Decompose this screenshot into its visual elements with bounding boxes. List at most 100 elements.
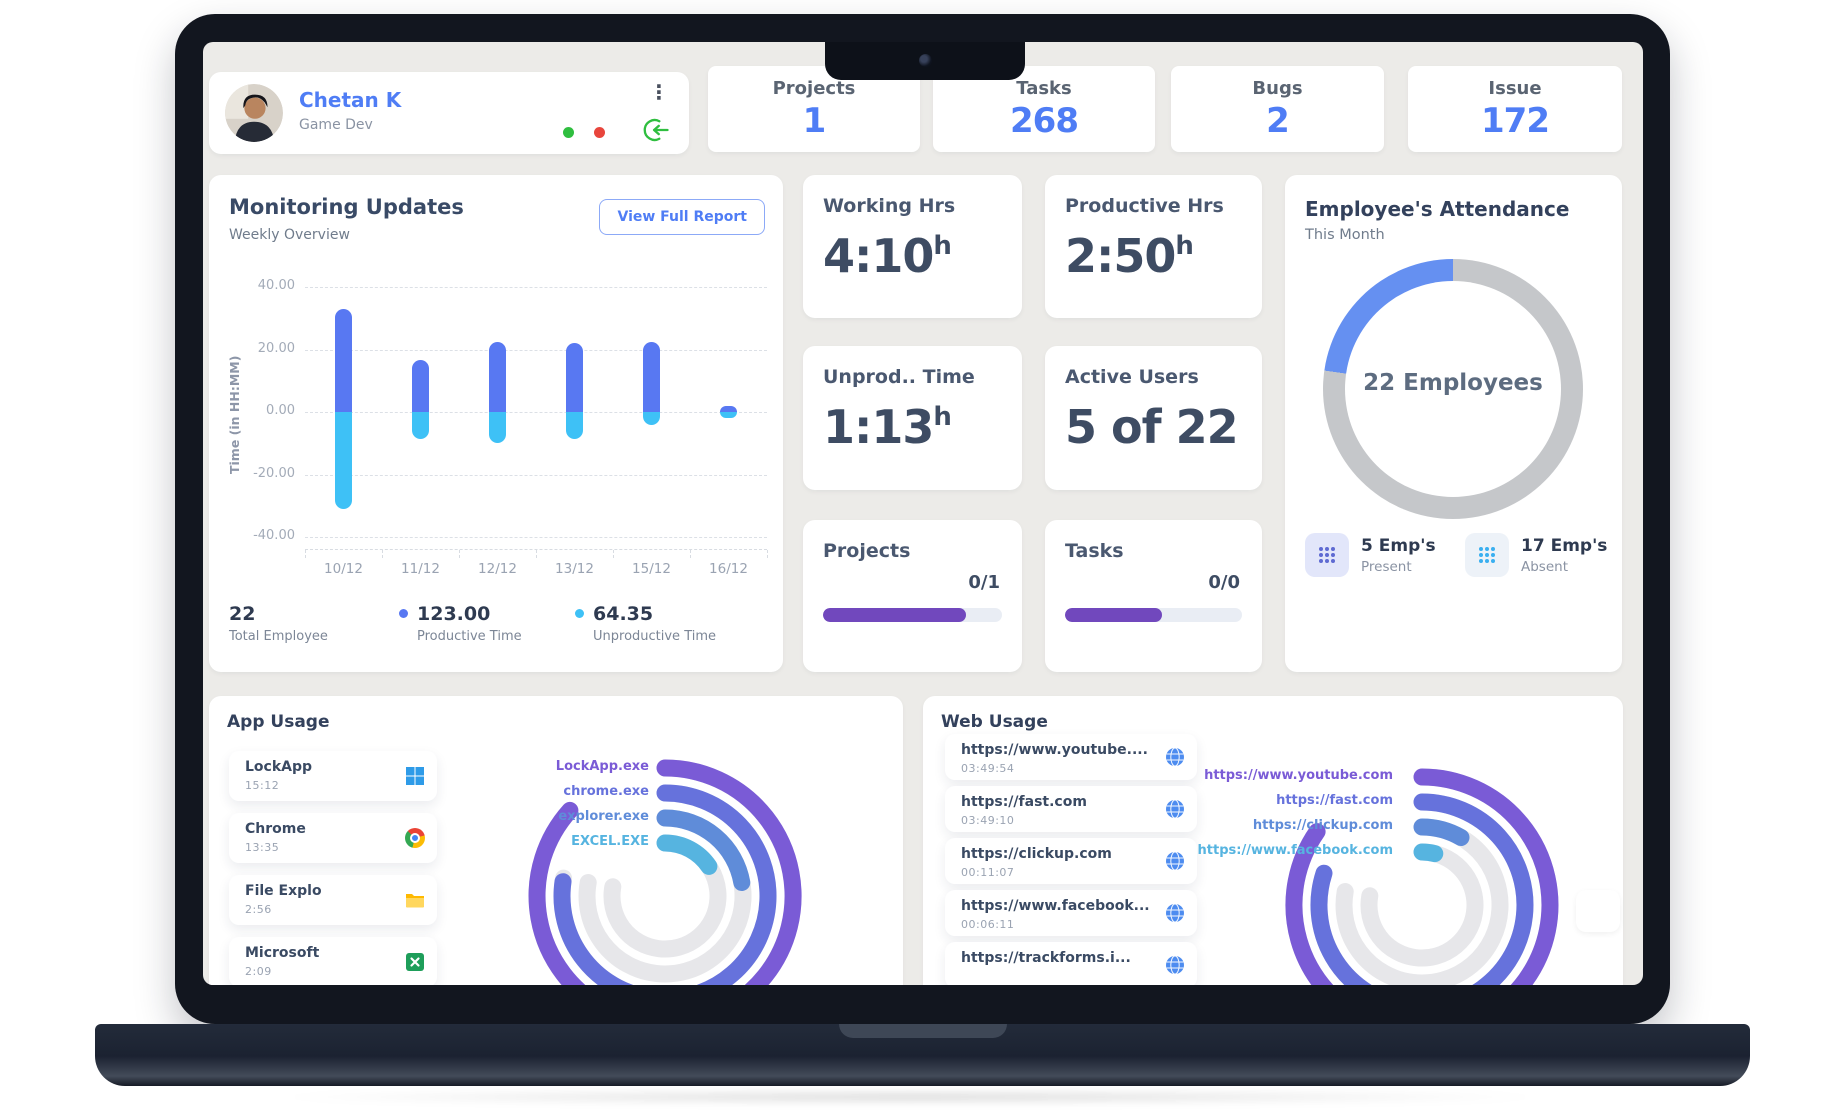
app-usage-title: App Usage [227, 712, 330, 732]
web-usage-title: Web Usage [941, 712, 1048, 732]
web-time: 00:06:11 [961, 918, 1015, 931]
metric-value: 1:13h [823, 400, 952, 454]
summary-item: 22 Total Employee [229, 603, 328, 644]
y-axis-tick: -20.00 [253, 465, 295, 481]
radial-ring-label: https://clickup.com [1252, 818, 1393, 833]
bar-positive-15/12 [643, 341, 660, 412]
present-count: 5 Emp's [1361, 535, 1436, 556]
metric-label: Unprod.. Time [823, 366, 975, 388]
web-url: https://fast.com [961, 794, 1087, 810]
dots-grid-icon [1305, 533, 1349, 577]
web-time: 00:11:07 [961, 866, 1015, 879]
globe-icon [1165, 747, 1185, 767]
profile-card: Chetan K Game Dev ⋮ [209, 72, 689, 154]
gridline [305, 287, 767, 288]
summary-value: 22 [229, 603, 256, 625]
web-usage-row[interactable]: https://clickup.com 00:11:07 [945, 838, 1197, 884]
monitoring-subtitle: Weekly Overview [229, 227, 350, 243]
progress-bar [823, 608, 1002, 622]
windows-icon [405, 766, 425, 786]
stat-value: 172 [1481, 101, 1550, 141]
app-usage-row-lockapp[interactable]: LockApp 15:12 [229, 751, 437, 801]
web-url: https://www.youtube.... [961, 742, 1148, 758]
web-usage-radial-chart [1285, 768, 1559, 985]
y-axis-tick: 0.00 [266, 403, 295, 418]
stat-value: 1 [802, 101, 827, 141]
axis-tick-mark [536, 550, 537, 558]
radial-ring-label: explorer.exe [558, 809, 649, 824]
metric-card-working-hrs: Working Hrs 4:10h [803, 175, 1022, 318]
axis-tick-mark [381, 550, 383, 558]
app-name: LockApp [245, 759, 313, 775]
logout-icon[interactable] [643, 116, 671, 144]
bar-positive-11/12 [412, 360, 429, 412]
app-usage-row-microsoft[interactable]: Microsoft 2:09 [229, 937, 437, 985]
monitoring-title: Monitoring Updates [229, 195, 464, 219]
stat-value: 268 [1010, 101, 1079, 141]
summary-item: 123.00 Productive Time [399, 603, 522, 644]
web-usage-row[interactable]: https://www.facebook... 00:06:11 [945, 890, 1197, 936]
app-usage-card: App Usage LockApp 15:12 Chrome 13:35 File Ex… [209, 696, 903, 985]
progress-card-tasks: Tasks 0/0 [1045, 520, 1262, 672]
view-full-report-button[interactable]: View Full Report [599, 199, 765, 235]
metric-label: Productive Hrs [1065, 195, 1224, 217]
globe-icon [1165, 903, 1185, 923]
attendance-center-label: 22 Employees [1363, 370, 1543, 396]
web-url: https://www.facebook... [961, 898, 1150, 914]
attendance-card: Employee's Attendance This Month 22 Empl… [1285, 175, 1622, 672]
bar-negative-15/12 [643, 412, 660, 425]
metric-card-productive-hrs: Productive Hrs 2:50h [1045, 175, 1262, 318]
bar-positive-13/12 [565, 343, 583, 412]
app-time: 2:09 [245, 965, 272, 978]
axis-tick-mark [612, 550, 614, 558]
summary-value: 123.00 [417, 603, 491, 625]
gridline [305, 412, 767, 413]
status-dots [563, 127, 605, 138]
excel-icon [405, 952, 425, 972]
stat-card-tasks: Tasks 268 [933, 66, 1155, 152]
legend-dot [399, 609, 408, 618]
dots-grid-icon [1465, 533, 1509, 577]
avatar[interactable] [225, 84, 283, 142]
absent-count: 17 Emp's [1521, 535, 1608, 556]
bar-positive-12/12 [489, 341, 506, 412]
kebab-menu-icon[interactable]: ⋮ [649, 80, 669, 104]
metric-card-unprod-time: Unprod.. Time 1:13h [803, 346, 1022, 490]
web-time: 03:49:54 [961, 762, 1015, 775]
stat-label: Tasks [1016, 78, 1072, 99]
app-usage-row-file-explo[interactable]: File Explo 2:56 [229, 875, 437, 925]
app-name: Microsoft [245, 945, 320, 961]
bar-positive-16/12 [720, 405, 737, 412]
web-usage-row[interactable]: https://trackforms.i... [945, 942, 1197, 985]
progress-fill [823, 608, 967, 622]
bar-negative-16/12 [720, 412, 737, 419]
app-time: 15:12 [245, 779, 280, 792]
user-name: Chetan K [299, 88, 402, 112]
stat-label: Projects [772, 78, 856, 99]
metric-label: Active Users [1065, 366, 1199, 388]
axis-tick-mark [767, 550, 768, 558]
progress-fraction: 0/0 [1208, 572, 1240, 593]
y-axis-tick: 20.00 [257, 340, 295, 356]
laptop-notch [825, 42, 1025, 80]
stat-label: Bugs [1252, 78, 1303, 99]
monitoring-updates-card: Monitoring Updates Weekly Overview View … [209, 175, 783, 672]
web-usage-row[interactable]: https://www.youtube.... 03:49:54 [945, 734, 1197, 780]
x-axis-tick: 13/12 [555, 561, 594, 577]
laptop-shadow [260, 1090, 1560, 1104]
web-url: https://trackforms.i... [961, 950, 1131, 966]
summary-label: Unproductive Time [593, 629, 717, 644]
gridline [305, 537, 767, 538]
scrollbar-thumb[interactable] [1576, 890, 1620, 932]
metric-label: Working Hrs [823, 195, 956, 217]
attendance-subtitle: This Month [1305, 227, 1385, 243]
progress-fraction: 0/1 [968, 572, 1000, 593]
x-axis-tick: 10/12 [324, 561, 363, 577]
app-usage-row-chrome[interactable]: Chrome 13:35 [229, 813, 437, 863]
dashboard-screen: Chetan K Game Dev ⋮ Projects 1 Tasks 268 Bug… [203, 42, 1643, 985]
web-usage-row[interactable]: https://fast.com 03:49:10 [945, 786, 1197, 832]
stat-label: Issue [1488, 78, 1542, 99]
metric-value: 5 of 22 [1065, 400, 1239, 454]
metric-card-active-users: Active Users 5 of 22 [1045, 346, 1262, 490]
